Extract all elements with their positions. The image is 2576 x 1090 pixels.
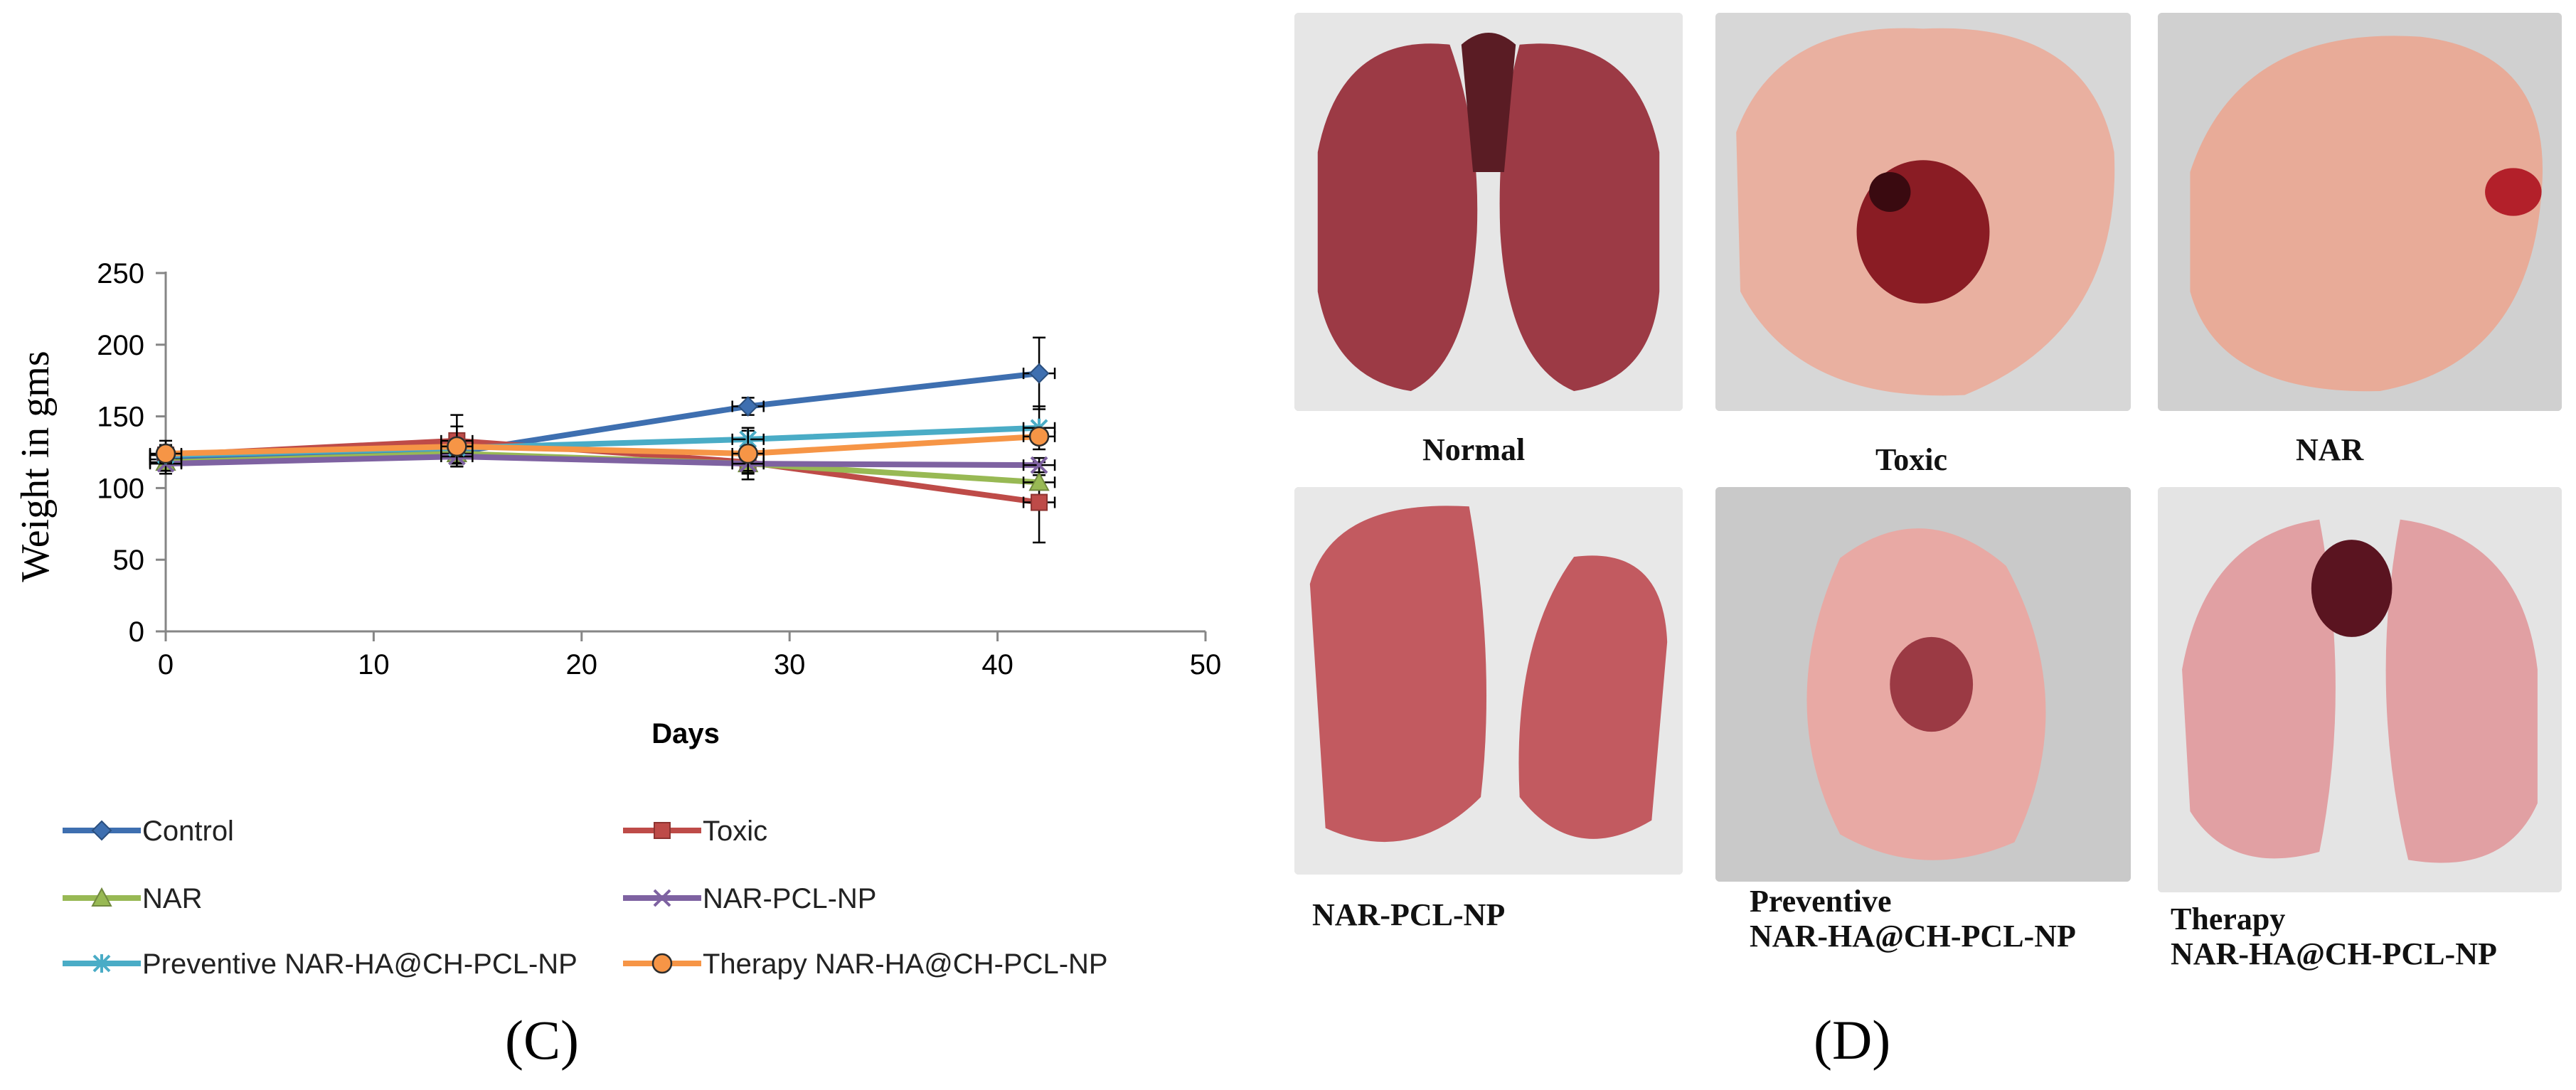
legend-item: NAR — [63, 883, 202, 914]
data-point — [651, 953, 673, 974]
x-tick-label: 20 — [566, 649, 598, 680]
legend-label: Preventive NAR-HA@CH-PCL-NP — [142, 949, 578, 980]
legend-item: Therapy NAR-HA@CH-PCL-NP — [623, 949, 1108, 980]
photo-caption: NAR-PCL-NP — [1312, 897, 1506, 932]
legend-label: Therapy NAR-HA@CH-PCL-NP — [703, 949, 1108, 980]
lung-image — [2158, 13, 2562, 411]
panel-label-c: (C) — [505, 1009, 579, 1071]
y-tick-label: 100 — [97, 473, 144, 504]
panel-label-d: (D) — [1814, 1009, 1891, 1071]
data-point — [1028, 426, 1050, 447]
legend-item: Preventive NAR-HA@CH-PCL-NP — [63, 949, 578, 980]
lung-photo — [1294, 487, 1683, 875]
x-tick-label: 50 — [1190, 649, 1222, 680]
lung-image — [1294, 487, 1683, 875]
y-tick-label: 150 — [97, 402, 144, 433]
weight-chart: 0 50 100 150 200 250 0 10 20 30 40 50 Days Weight in … — [14, 258, 1222, 980]
photo-caption: Preventive NAR-HA@CH-PCL-NP — [1750, 884, 2076, 954]
x-axis-title: Days — [651, 718, 720, 749]
lung-photo — [2158, 487, 2562, 892]
legend-item: Control — [63, 816, 234, 847]
legend-label: NAR — [142, 883, 202, 914]
lung-photo — [1715, 487, 2131, 882]
legend-label: Control — [142, 816, 234, 847]
y-axis-title: Weight in gms — [14, 351, 58, 582]
y-tick-label: 0 — [129, 616, 144, 648]
x-tick-label: 10 — [358, 649, 390, 680]
photo-caption: NAR — [2296, 432, 2364, 467]
lung-photo — [1294, 13, 1683, 411]
lung-image — [2158, 487, 2562, 892]
lung-image — [1715, 487, 2131, 882]
series-line — [163, 433, 1043, 457]
x-tick-label: 30 — [774, 649, 806, 680]
data-point — [738, 396, 759, 417]
data-point — [91, 820, 112, 841]
photo-caption: Toxic — [1875, 442, 1948, 477]
data-point — [1028, 363, 1050, 384]
legend-item: Toxic — [623, 816, 767, 847]
lung-image — [1294, 13, 1683, 411]
photo-caption: Therapy NAR-HA@CH-PCL-NP — [2171, 902, 2497, 972]
data-point — [91, 887, 112, 907]
series-line — [163, 454, 1043, 469]
lung-image — [1715, 13, 2131, 411]
y-tick-label: 50 — [113, 545, 145, 576]
weight-chart-panel: 0 50 100 150 200 250 0 10 20 30 40 50 Days Weight in … — [0, 0, 1266, 1090]
lung-photo — [1715, 13, 2131, 411]
lung-photo — [2158, 13, 2562, 411]
y-tick-label: 250 — [97, 258, 144, 289]
legend-label: NAR-PCL-NP — [703, 883, 876, 914]
data-point — [653, 889, 671, 907]
x-tick-label: 40 — [981, 649, 1013, 680]
y-tick-label: 200 — [97, 330, 144, 361]
data-point — [1030, 456, 1048, 474]
legend-item: NAR-PCL-NP — [623, 883, 876, 914]
data-point — [654, 822, 671, 839]
data-point — [155, 443, 176, 464]
data-point — [92, 954, 111, 973]
data-point — [1031, 493, 1048, 511]
legend-label: Toxic — [703, 816, 767, 847]
data-point — [738, 443, 758, 464]
data-point — [1028, 471, 1050, 491]
x-tick-label: 0 — [158, 649, 174, 680]
data-point — [447, 436, 467, 457]
series-therapy-nar-ha-ch-pcl-np — [149, 425, 1056, 481]
photo-caption: Normal — [1422, 432, 1526, 467]
